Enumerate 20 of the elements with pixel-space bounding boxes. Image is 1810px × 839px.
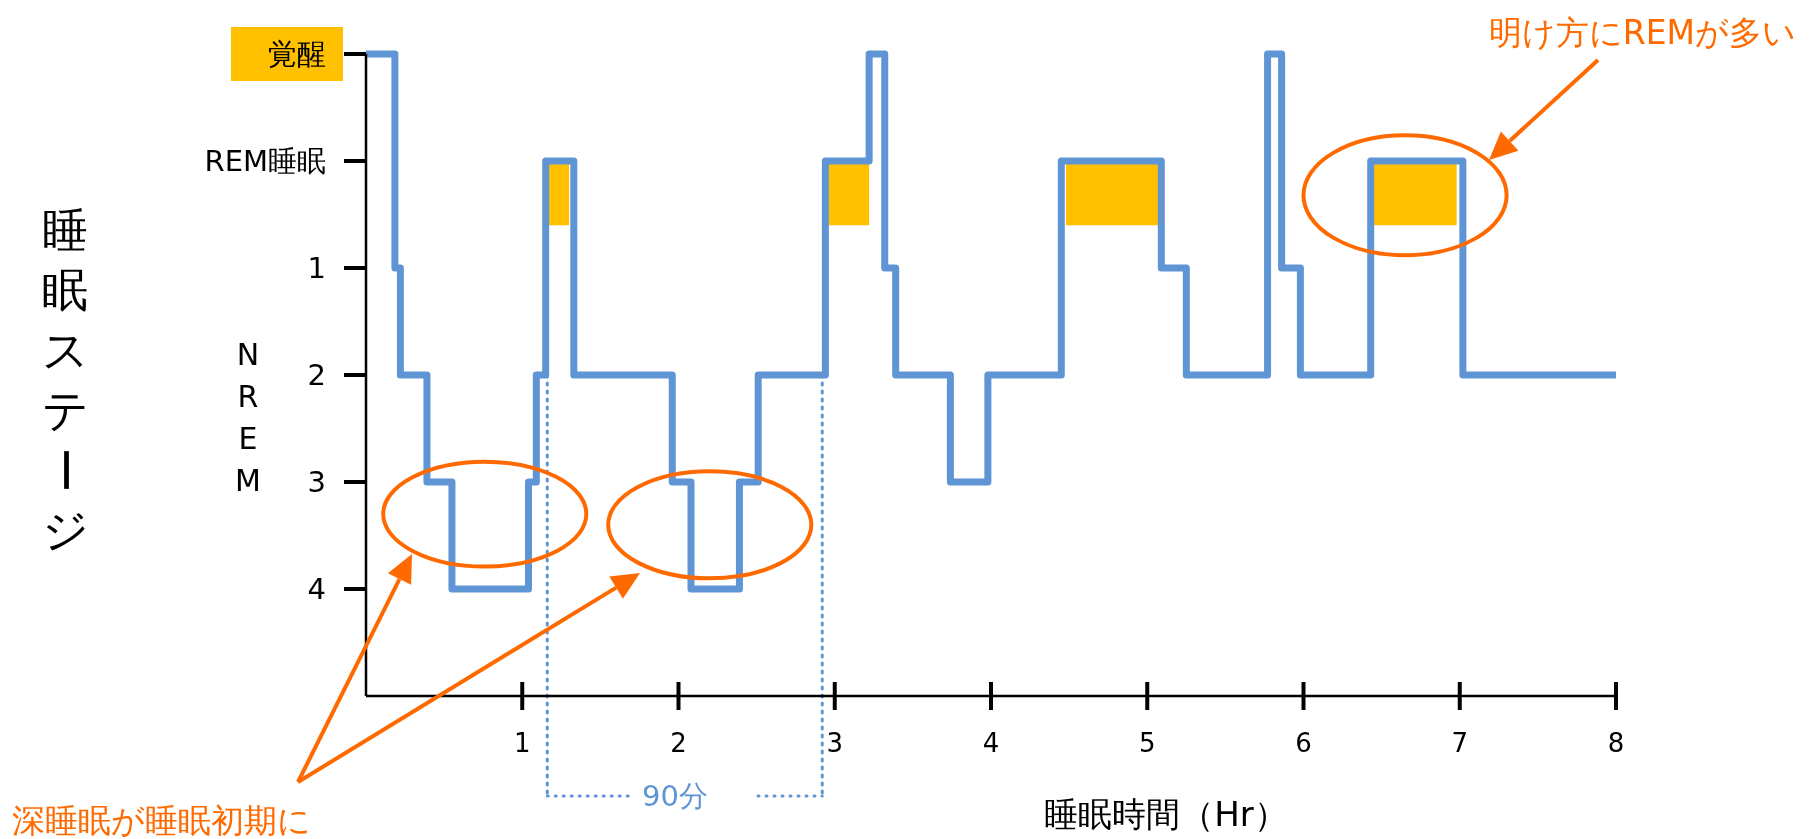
y-tick-label: 3 <box>307 465 326 499</box>
x-axis-title: 睡眠時間（Hr） <box>1044 794 1288 834</box>
y-tick-label: REM睡眠 <box>204 144 326 178</box>
text: 90分 <box>642 779 708 813</box>
x-tick-label: 6 <box>1295 728 1312 758</box>
y-tick-label: 4 <box>307 572 326 606</box>
y-tick-label: 2 <box>307 358 326 392</box>
x-tick-label: 7 <box>1451 728 1469 758</box>
x-tick-label: 4 <box>982 728 1000 758</box>
x-tick-label: 5 <box>1138 728 1156 758</box>
x-tick-label: 3 <box>826 728 844 758</box>
y-tick-label: 覚醒 <box>268 37 326 71</box>
x-tick-label: 8 <box>1607 728 1625 758</box>
text: 深睡眠が睡眠初期に <box>12 801 311 839</box>
x-tick-label: 2 <box>670 728 687 758</box>
y-axis-title: 睡眠ステージ <box>37 203 92 558</box>
y-tick-label: 1 <box>307 251 326 285</box>
text: NREM <box>235 336 261 498</box>
text: 明け方にREMが多い <box>1488 13 1796 52</box>
x-tick-label: 1 <box>513 728 531 758</box>
